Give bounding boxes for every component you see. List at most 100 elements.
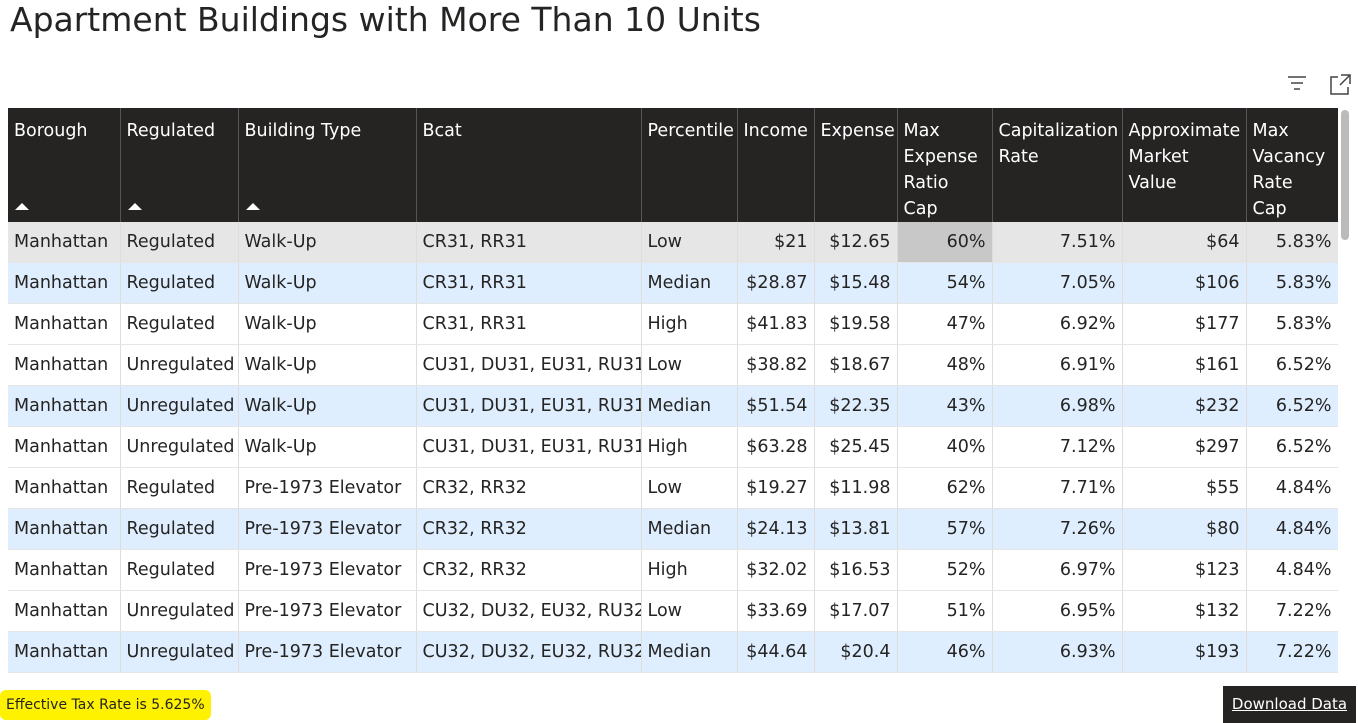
table-cell: $55 [1122, 467, 1247, 509]
table-cell: $232 [1122, 385, 1247, 427]
table-row[interactable]: Manhattan Regulated Pre-1973 Elevator CR32,… [8, 467, 1338, 509]
table-cell: $33.69 [737, 590, 815, 632]
table-row[interactable]: Manhattan Regulated Pre-1973 Elevator CR32,… [8, 549, 1338, 591]
table-cell: $15.48 [814, 262, 898, 304]
table-cell: Unregulated [120, 631, 239, 673]
table-cell: Manhattan [8, 508, 121, 550]
table-row[interactable]: Manhattan Unregulated Walk-Up CU31, DU31, E… [8, 385, 1338, 427]
table-cell: $297 [1122, 426, 1247, 468]
table-cell: Regulated [120, 262, 239, 304]
table-cell: $20.4 [814, 631, 898, 673]
column-header[interactable]: Regulated [120, 108, 239, 222]
table-cell: $25.45 [814, 426, 898, 468]
table-cell: 6.97% [992, 549, 1123, 591]
table-cell: Walk-Up [238, 385, 417, 427]
table-cell: Low [641, 222, 738, 263]
filter-icon[interactable] [1288, 76, 1306, 90]
table-row[interactable]: Manhattan Regulated Walk-Up CR31, RR31 Media… [8, 262, 1338, 304]
table-cell: 7.26% [992, 508, 1123, 550]
table-cell: CU31, DU31, EU31, RU31 [416, 426, 642, 468]
column-header[interactable]: Max Expense Ratio Cap [897, 108, 993, 222]
sort-indicator [127, 203, 142, 210]
table-cell: 6.52% [1246, 385, 1338, 427]
table-cell: 6.95% [992, 590, 1123, 632]
table-cell: $18.67 [814, 344, 898, 386]
table-cell: Pre-1973 Elevator [238, 631, 417, 673]
table-cell: 51% [897, 590, 993, 632]
table-cell: Manhattan [8, 467, 121, 509]
table-cell: Regulated [120, 549, 239, 591]
scrollbar[interactable] [1341, 110, 1349, 240]
table-row[interactable]: Manhattan Regulated Walk-Up CR31, RR31 Low $2… [8, 222, 1338, 263]
table-row[interactable]: Manhattan Regulated Pre-1973 Elevator CR32,… [8, 508, 1338, 550]
table-cell: $21 [737, 222, 815, 263]
table-row[interactable]: Manhattan Unregulated Pre-1973 Elevator CU3… [8, 590, 1338, 632]
table-cell: $106 [1122, 262, 1247, 304]
table-cell: CU32, DU32, EU32, RU32 [416, 590, 642, 632]
table-cell: $161 [1122, 344, 1247, 386]
table-cell: Regulated [120, 222, 239, 263]
column-header[interactable]: Percentile [641, 108, 738, 222]
table-row[interactable]: Manhattan Unregulated Walk-Up CU31, DU31, E… [8, 426, 1338, 468]
table-cell: Manhattan [8, 631, 121, 673]
table-cell: 47% [897, 303, 993, 345]
table-cell: 54% [897, 262, 993, 304]
table-cell: High [641, 426, 738, 468]
download-button[interactable]: Download Data [1223, 686, 1356, 723]
table-cell: Median [641, 262, 738, 304]
table-cell: 6.91% [992, 344, 1123, 386]
column-header[interactable]: Income [737, 108, 815, 222]
table-container: Borough Regulated Building Type Bcat Percent… [8, 108, 1338, 680]
table-cell: CR32, RR32 [416, 549, 642, 591]
table-cell: 5.83% [1246, 303, 1338, 345]
column-header[interactable]: Building Type [238, 108, 417, 222]
table-cell: Unregulated [120, 344, 239, 386]
table-cell: $64 [1122, 222, 1247, 263]
table-cell: 6.52% [1246, 344, 1338, 386]
focus-mode-icon[interactable] [1330, 74, 1351, 95]
table-cell: CU31, DU31, EU31, RU31 [416, 385, 642, 427]
table-cell: $51.54 [737, 385, 815, 427]
column-header[interactable]: Bcat [416, 108, 642, 222]
table-cell: CU32, DU32, EU32, RU32 [416, 631, 642, 673]
table-cell: 46% [897, 631, 993, 673]
table-row[interactable]: Manhattan Regulated Walk-Up CR31, RR31 High $… [8, 303, 1338, 345]
column-header[interactable]: Expense [814, 108, 898, 222]
table-cell: $22.35 [814, 385, 898, 427]
table-cell: 62% [897, 467, 993, 509]
table-row[interactable]: Manhattan Unregulated Walk-Up CU31, DU31, E… [8, 344, 1338, 386]
table-cell: 5.83% [1246, 222, 1338, 263]
column-header[interactable]: Borough [8, 108, 121, 222]
table-cell: $44.64 [737, 631, 815, 673]
table-cell: Unregulated [120, 426, 239, 468]
table-cell: CR31, RR31 [416, 262, 642, 304]
table-cell: Low [641, 344, 738, 386]
table-row[interactable]: Manhattan Unregulated Pre-1973 Elevator CU3… [8, 631, 1338, 673]
table-cell: $16.53 [814, 549, 898, 591]
table-cell: $63.28 [737, 426, 815, 468]
table-cell: Unregulated [120, 385, 239, 427]
table-cell: 6.98% [992, 385, 1123, 427]
column-header[interactable]: Capitalization Rate [992, 108, 1123, 222]
table-cell: Pre-1973 Elevator [238, 549, 417, 591]
table-cell: Walk-Up [238, 262, 417, 304]
table-cell: Walk-Up [238, 303, 417, 345]
column-header[interactable]: Approximate Market Value [1122, 108, 1247, 222]
table-cell: Manhattan [8, 262, 121, 304]
table-cell: Walk-Up [238, 222, 417, 263]
column-header[interactable]: Max Vacancy Rate Cap [1246, 108, 1338, 222]
table-cell: High [641, 303, 738, 345]
table-cell: 52% [897, 549, 993, 591]
table-cell: 7.22% [1246, 590, 1338, 632]
visual-icons [1288, 74, 1351, 95]
header-row: Borough Regulated Building Type Bcat Percent… [8, 108, 1338, 222]
table-cell: $41.83 [737, 303, 815, 345]
table-cell: 6.93% [992, 631, 1123, 673]
table-cell: 57% [897, 508, 993, 550]
table-cell: CR32, RR32 [416, 467, 642, 509]
table-cell: Pre-1973 Elevator [238, 467, 417, 509]
table-cell: CU31, DU31, EU31, RU31 [416, 344, 642, 386]
sort-indicator [15, 203, 29, 210]
table-cell: Manhattan [8, 549, 121, 591]
